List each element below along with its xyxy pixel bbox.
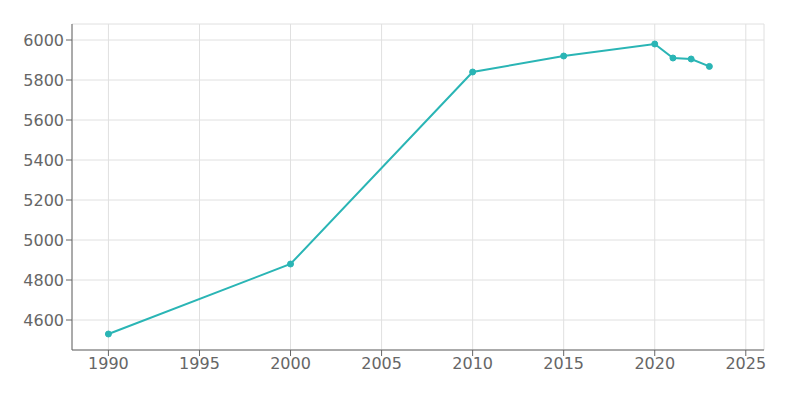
svg-text:5400: 5400 (23, 151, 64, 170)
svg-text:5800: 5800 (23, 71, 64, 90)
svg-text:1995: 1995 (179, 354, 220, 373)
svg-text:6000: 6000 (23, 31, 64, 50)
svg-text:5600: 5600 (23, 111, 64, 130)
svg-text:2005: 2005 (361, 354, 402, 373)
svg-text:1990: 1990 (88, 354, 129, 373)
svg-text:4800: 4800 (23, 271, 64, 290)
svg-text:4600: 4600 (23, 311, 64, 330)
svg-text:2015: 2015 (543, 354, 584, 373)
svg-text:5000: 5000 (23, 231, 64, 250)
svg-text:2000: 2000 (270, 354, 311, 373)
svg-text:2020: 2020 (634, 354, 675, 373)
svg-text:2010: 2010 (452, 354, 493, 373)
svg-text:5200: 5200 (23, 191, 64, 210)
svg-text:2025: 2025 (725, 354, 766, 373)
